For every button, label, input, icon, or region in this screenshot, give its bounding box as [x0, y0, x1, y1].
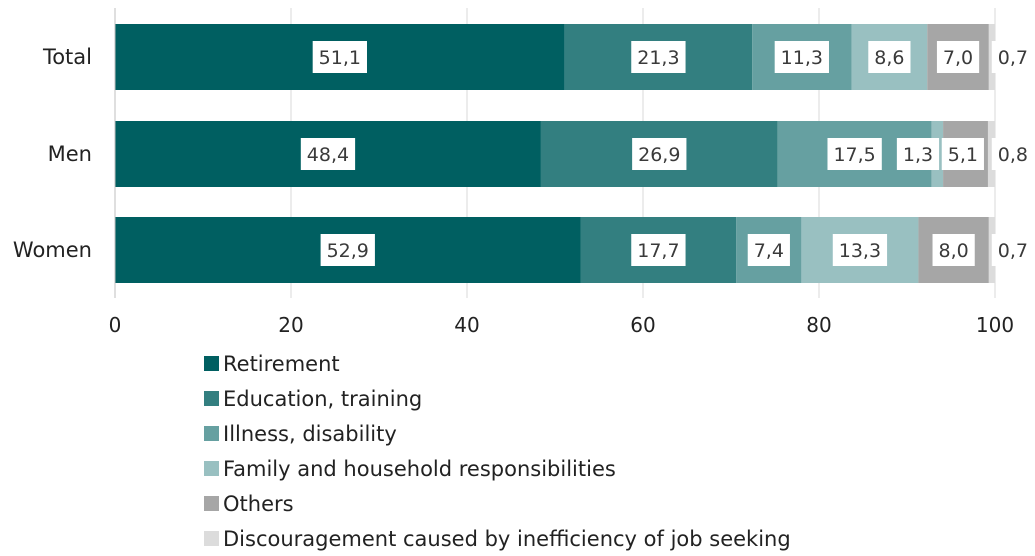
value-label-box — [300, 138, 356, 170]
legend-swatch — [204, 496, 219, 511]
category-label: Women — [13, 238, 92, 262]
x-tick-label: 80 — [806, 313, 831, 337]
legend-item: Illness, disability — [204, 416, 791, 451]
legend-item: Discouragement caused by inefficiency of… — [204, 521, 791, 556]
value-label: 0,8 — [998, 144, 1028, 166]
value-label: 13,3 — [839, 240, 881, 262]
legend-swatch — [204, 426, 219, 441]
legend-label: Discouragement caused by inefficiency of… — [223, 526, 791, 551]
category-label: Total — [42, 45, 92, 69]
value-label: 48,4 — [307, 144, 349, 166]
legend-label: Others — [223, 491, 294, 516]
legend-label: Family and household responsibilities — [223, 456, 616, 481]
legend-label: Illness, disability — [223, 421, 397, 446]
legend-item: Others — [204, 486, 791, 521]
legend-swatch — [204, 391, 219, 406]
value-label: 17,5 — [833, 144, 875, 166]
x-tick-label: 40 — [454, 313, 479, 337]
value-label: 7,0 — [943, 47, 973, 69]
value-label: 7,4 — [754, 240, 784, 262]
x-tick-label: 60 — [630, 313, 655, 337]
value-label: 52,9 — [327, 240, 369, 262]
value-labels: 51,1 21,3 11,3 8,6 7,0 0,7 48,4 26,9 17,5 1,3 5,1 0… — [300, 41, 1034, 266]
x-tick-label: 100 — [976, 313, 1014, 337]
value-label-box — [774, 41, 829, 73]
legend-swatch — [204, 461, 219, 476]
value-label-box — [631, 41, 686, 73]
value-label: 17,7 — [637, 240, 679, 262]
legend-item: Family and household responsibilities — [204, 451, 791, 486]
value-label: 26,9 — [638, 144, 680, 166]
legend-label: Education, training — [223, 386, 423, 411]
value-label-box — [941, 138, 984, 170]
value-label: 8,0 — [939, 240, 969, 262]
legend: Retirement Education, training Illness, di… — [204, 346, 791, 556]
value-label-box — [320, 234, 375, 266]
value-label-box — [991, 41, 1034, 73]
value-label: 5,1 — [948, 144, 978, 166]
value-label-box — [936, 41, 980, 73]
value-label-box — [631, 234, 686, 266]
value-label-box — [832, 234, 888, 266]
x-tick-label: 0 — [109, 313, 122, 337]
value-label: 11,3 — [781, 47, 823, 69]
stacked-bar-chart: 51,1 21,3 11,3 8,6 7,0 0,748,4 26,9 17,5 1,3 5,1 0… — [12, 8, 1034, 337]
value-label-box — [747, 234, 790, 266]
value-label-box — [827, 138, 882, 170]
value-label-box — [312, 41, 367, 73]
value-label: 0,7 — [998, 240, 1028, 262]
category-label: Men — [48, 142, 92, 166]
value-label: 1,3 — [903, 144, 933, 166]
bar-segment — [987, 121, 995, 187]
axes: 0 20 40 60 80 100 Total Men Women — [13, 8, 1014, 337]
value-label-box — [868, 41, 911, 73]
value-label-box — [991, 138, 1034, 170]
value-label: 21,3 — [637, 47, 679, 69]
legend-swatch — [204, 356, 219, 371]
value-label: 0,7 — [998, 47, 1028, 69]
value-label-box — [991, 234, 1034, 266]
legend-item: Retirement — [204, 346, 791, 381]
legend-swatch — [204, 531, 219, 546]
value-label-box — [632, 138, 687, 170]
legend-label: Retirement — [223, 351, 340, 376]
legend-item: Education, training — [204, 381, 791, 416]
value-label: 8,6 — [874, 47, 904, 69]
x-tick-label: 20 — [278, 313, 303, 337]
value-label-box — [896, 138, 940, 170]
value-label-box — [932, 234, 975, 266]
value-label: 51,1 — [319, 47, 361, 69]
